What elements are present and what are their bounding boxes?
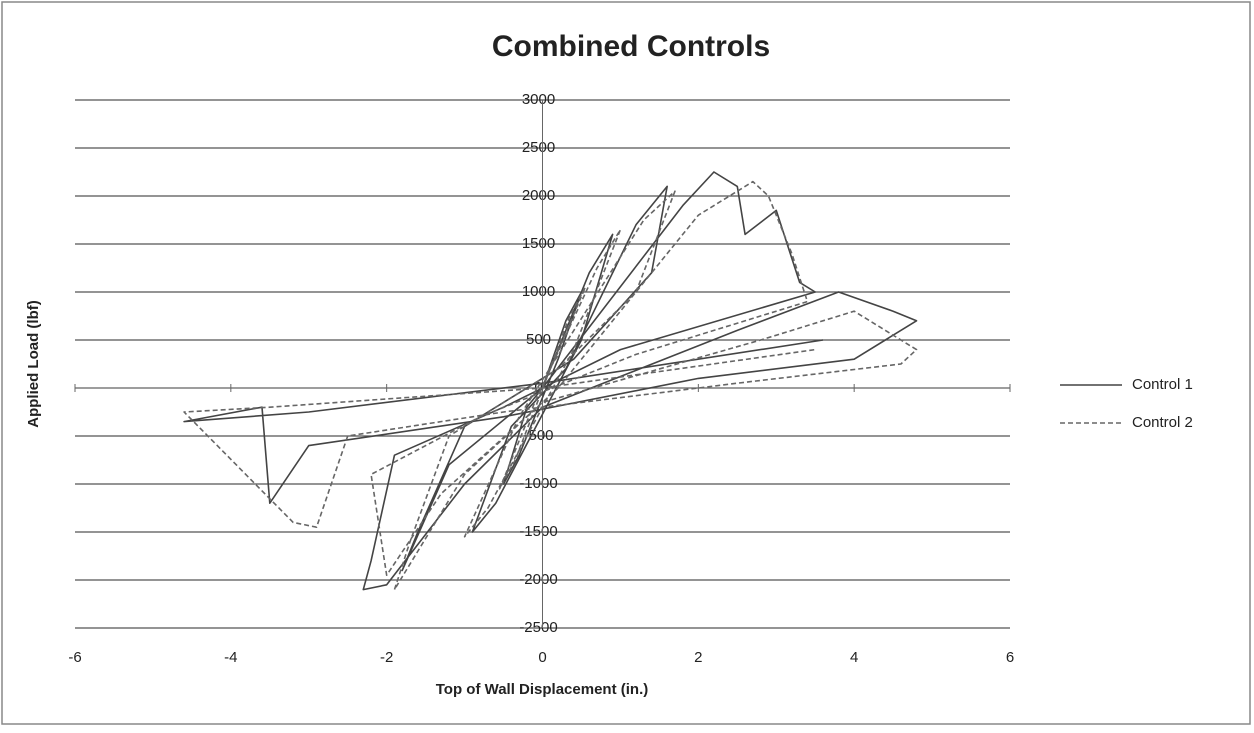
- x-tick-label: -6: [68, 649, 81, 666]
- y-tick-label: -2000: [519, 571, 557, 588]
- y-tick-label: 1000: [522, 283, 555, 300]
- x-tick-label: 0: [538, 649, 546, 666]
- y-tick-label: 2500: [522, 139, 555, 156]
- chart-title: Combined Controls: [492, 30, 770, 63]
- y-tick-label: -2500: [519, 619, 557, 636]
- x-tick-label: -4: [224, 649, 237, 666]
- y-tick-label: 3000: [522, 91, 555, 108]
- x-tick-label: 6: [1006, 649, 1014, 666]
- y-tick-label: -500: [523, 427, 553, 444]
- y-tick-label: -1000: [519, 475, 557, 492]
- x-axis-label: Top of Wall Displacement (in.): [436, 681, 649, 698]
- legend-label: Control 2: [1132, 414, 1193, 431]
- y-tick-label: 500: [526, 331, 551, 348]
- y-axis-label: Applied Load (lbf): [25, 300, 42, 427]
- series-line: [183, 171, 918, 591]
- y-tick-label: -1500: [519, 523, 557, 540]
- legend-label: Control 1: [1132, 376, 1193, 393]
- y-tick-label: 1500: [522, 235, 555, 252]
- x-tick-label: -2: [380, 649, 393, 666]
- x-tick-label: 4: [850, 649, 858, 666]
- x-tick-label: 2: [694, 649, 702, 666]
- y-tick-label: 2000: [522, 187, 555, 204]
- series-line: [183, 180, 918, 591]
